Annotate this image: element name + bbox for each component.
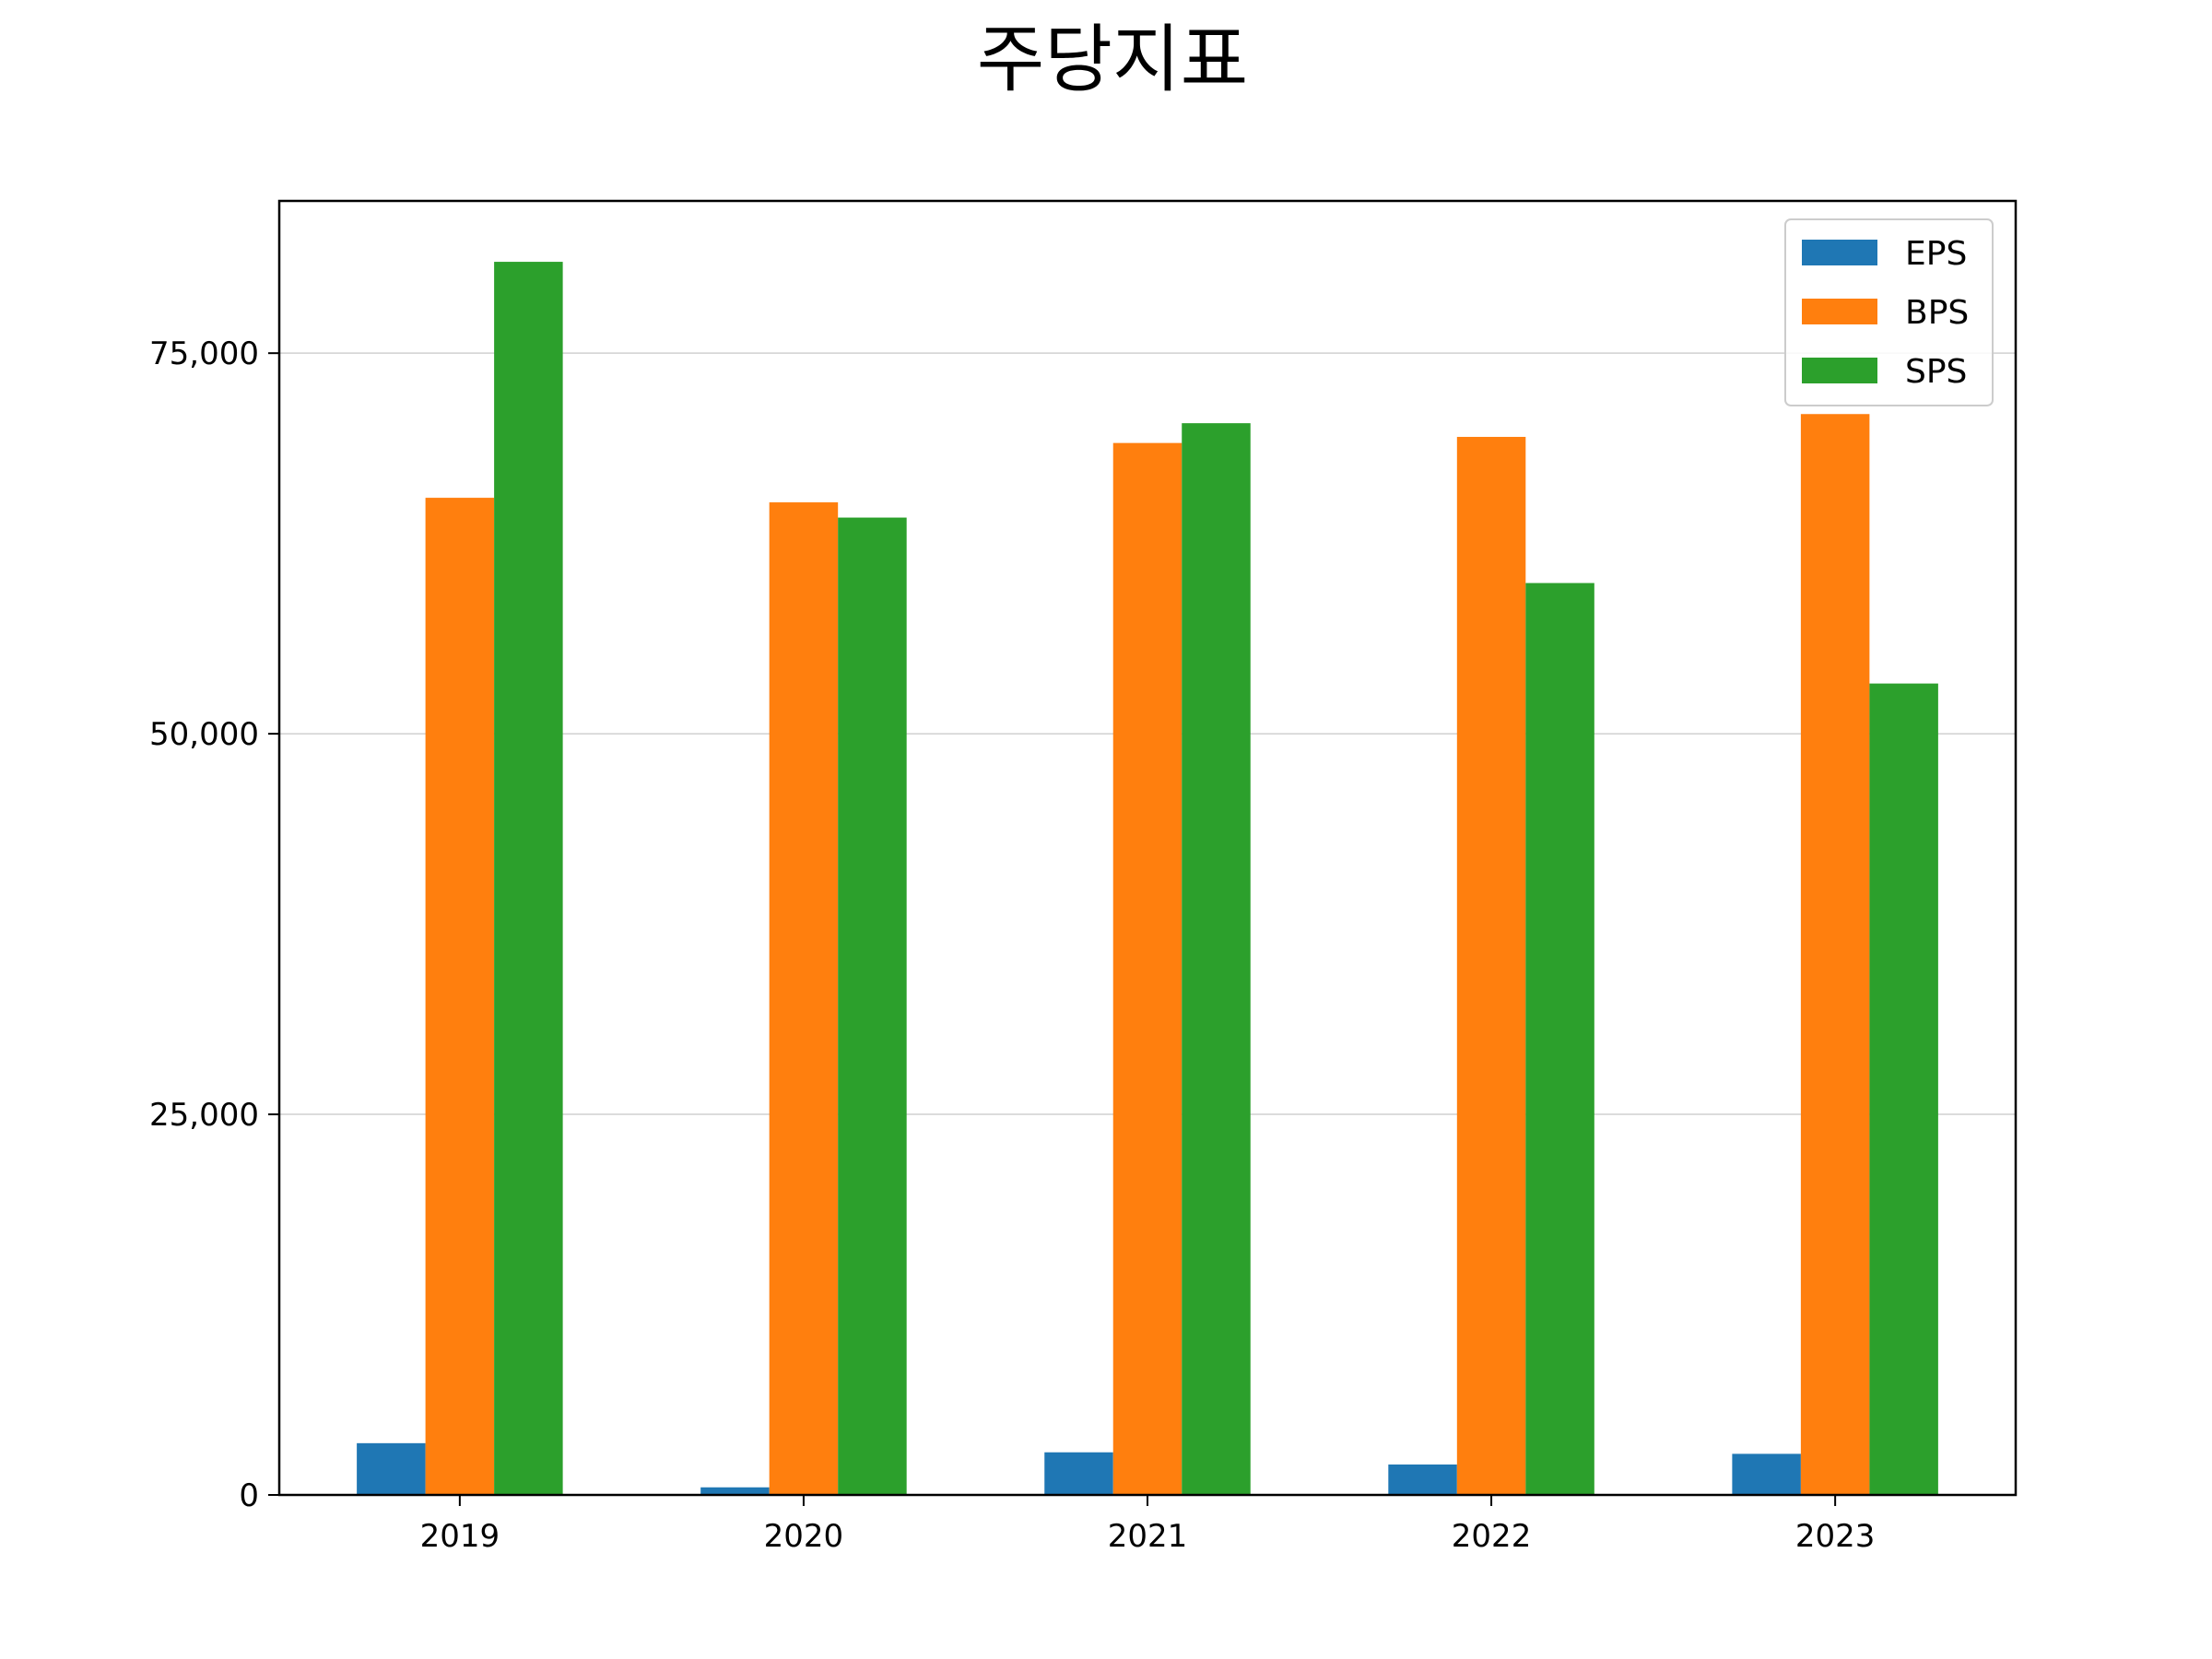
legend: EPS BPS SPS [1784, 218, 1994, 406]
legend-swatch-sps [1802, 358, 1877, 383]
y-tick-label: 50,000 [149, 716, 259, 753]
bar-sps-2019 [494, 262, 563, 1496]
bar-eps-2020 [700, 1487, 770, 1495]
bar-eps-2019 [357, 1442, 426, 1495]
bar-bps-2019 [425, 498, 495, 1495]
y-tick-label: 25,000 [149, 1097, 259, 1134]
bars [357, 262, 1938, 1496]
bar-sps-2023 [1869, 683, 1938, 1495]
bar-sps-2022 [1525, 582, 1594, 1495]
bar-sps-2020 [838, 517, 907, 1495]
bar-bps-2023 [1800, 414, 1870, 1495]
x-tick-label: 2020 [764, 1518, 844, 1555]
bar-eps-2023 [1732, 1453, 1801, 1495]
chart-title: 주당지표 [977, 17, 1248, 102]
legend-label-bps: BPS [1905, 294, 1969, 332]
x-tick-label: 2022 [1452, 1518, 1532, 1555]
legend-label-sps: SPS [1905, 353, 1967, 391]
bar-eps-2021 [1044, 1452, 1113, 1495]
legend-swatch-eps [1802, 240, 1877, 265]
x-tick-label: 2021 [1108, 1518, 1188, 1555]
bar-bps-2022 [1456, 437, 1526, 1495]
axes: 0 25,000 50,000 75,000 2019 2020 2021 2022 2023 [149, 335, 1875, 1555]
legend-label-eps: EPS [1905, 235, 1967, 273]
bar-eps-2022 [1388, 1464, 1457, 1495]
x-tick-label: 2023 [1795, 1518, 1876, 1555]
y-tick-label: 0 [239, 1477, 259, 1514]
x-tick-label: 2019 [420, 1518, 500, 1555]
y-tick-label: 75,000 [149, 335, 259, 372]
bar-bps-2021 [1112, 442, 1182, 1495]
bar-sps-2021 [1182, 423, 1251, 1495]
bar-bps-2020 [769, 502, 839, 1495]
legend-swatch-bps [1802, 299, 1877, 324]
